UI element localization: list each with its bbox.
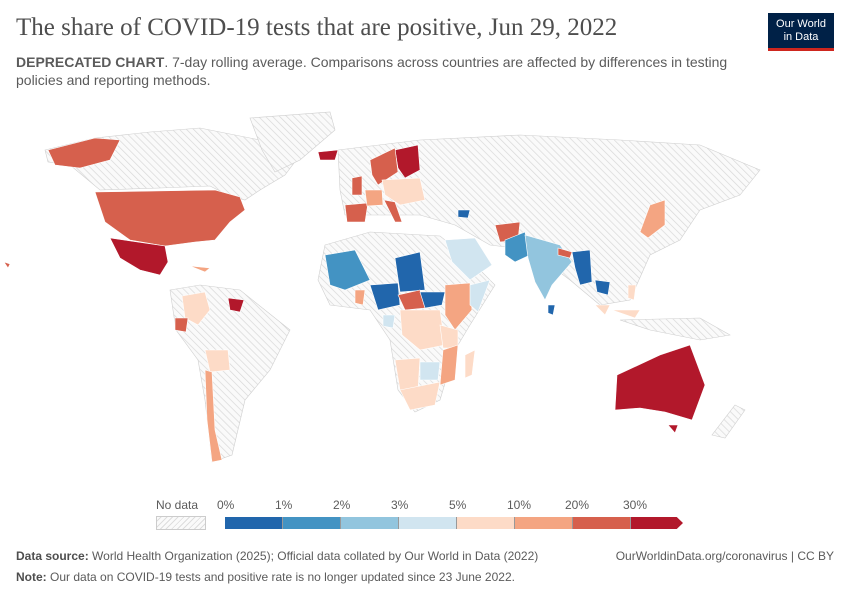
- source-text: World Health Organization (2025); Offici…: [88, 549, 539, 563]
- legend-swatch: [283, 517, 341, 529]
- legend-swatch: [399, 517, 457, 529]
- country-cuba: [189, 265, 211, 273]
- country-gabon: [382, 314, 396, 329]
- country-south-africa: [399, 381, 441, 411]
- legend-tick-label: 5%: [449, 498, 467, 512]
- country-niger-chad: [394, 251, 426, 293]
- country-vietnam-thai: [594, 279, 611, 296]
- region-oceania-islands: [619, 317, 731, 341]
- country-iceland: [317, 149, 339, 161]
- source-url-link[interactable]: OurWorldinData.org/coronavirus | CC BY: [615, 549, 834, 563]
- country-italy: [383, 199, 403, 223]
- country-uk: [351, 175, 363, 196]
- country-drc: [399, 309, 446, 351]
- legend-swatch: [515, 517, 573, 529]
- legend-no-data-swatch: [156, 516, 206, 530]
- country-australia: [614, 344, 706, 421]
- subtitle-deprecated: DEPRECATED CHART: [16, 54, 165, 70]
- legend-tick-label: 1%: [275, 498, 293, 512]
- country-mongolia: [457, 209, 471, 219]
- country-nepal: [557, 247, 573, 259]
- country-car-drc: [419, 291, 446, 309]
- country-pakistan: [504, 231, 531, 263]
- subtitle-text: . 7-day rolling average. Comparisons acr…: [16, 54, 728, 88]
- country-alaska: [47, 137, 121, 169]
- country-saudi: [444, 237, 493, 281]
- country-venezuela: [227, 297, 245, 313]
- source-label: Data source:: [16, 549, 89, 563]
- country-philippines: [627, 284, 637, 301]
- logo-line2: in Data: [783, 31, 819, 43]
- country-usa: [94, 189, 246, 247]
- region-greenland: [249, 111, 336, 173]
- world-map: [3, 111, 761, 463]
- legend-tick-label: 30%: [623, 498, 648, 512]
- country-ethiopia-kenya: [444, 282, 473, 331]
- country-somalia: [469, 279, 491, 313]
- country-malaysia: [594, 304, 611, 316]
- region-south-america: [169, 284, 291, 463]
- legend-swatch: [573, 517, 631, 529]
- country-senegal: [354, 289, 366, 306]
- note-text: Our data on COVID-19 tests and positive …: [46, 570, 515, 584]
- region-new-zealand: [711, 404, 746, 439]
- country-bolivia: [204, 349, 231, 373]
- country-spain: [344, 202, 369, 223]
- footnote: Note: Our data on COVID-19 tests and pos…: [16, 570, 515, 584]
- country-japan: [639, 199, 666, 239]
- note-label: Note:: [16, 570, 47, 584]
- country-bangladesh-myanmar: [571, 249, 593, 286]
- legend-tick-label: 20%: [565, 498, 590, 512]
- legend-swatch: [341, 517, 399, 529]
- country-mali: [324, 249, 371, 291]
- country-ecuador: [174, 317, 189, 333]
- region-eurasia: [337, 134, 761, 306]
- legend-swatch: [225, 517, 283, 529]
- country-colombia: [181, 291, 211, 326]
- country-hawaii: [3, 261, 11, 269]
- legend-tick-label: 10%: [507, 498, 532, 512]
- country-france: [364, 189, 384, 207]
- legend-swatch: [631, 517, 683, 529]
- legend-tick-label: 2%: [333, 498, 351, 512]
- country-mexico: [109, 237, 169, 276]
- country-indonesia: [611, 309, 641, 319]
- owid-logo[interactable]: Our World in Data: [768, 13, 834, 51]
- country-madagascar: [464, 349, 476, 379]
- country-mozambique: [439, 344, 459, 386]
- legend-tick-label: 3%: [391, 498, 409, 512]
- country-fills: [3, 137, 706, 463]
- country-nordics: [394, 144, 421, 179]
- chart-subtitle: DEPRECATED CHART. 7-day rolling average.…: [16, 53, 736, 89]
- data-source: Data source: World Health Organization (…: [16, 549, 538, 563]
- legend-no-data-label: No data: [156, 498, 199, 512]
- country-tasmania: [667, 424, 679, 434]
- country-sweden-norway: [369, 147, 399, 186]
- chart-title: The share of COVID-19 tests that are pos…: [16, 14, 618, 41]
- country-chile: [204, 369, 223, 463]
- country-central-europe: [381, 177, 426, 206]
- logo-line1: Our World: [776, 18, 826, 30]
- country-nigeria: [369, 282, 401, 311]
- country-botswana-zim: [419, 361, 441, 381]
- legend-tick-label: 0%: [217, 498, 235, 512]
- legend-swatch: [457, 517, 515, 529]
- country-sri-lanka: [547, 304, 556, 316]
